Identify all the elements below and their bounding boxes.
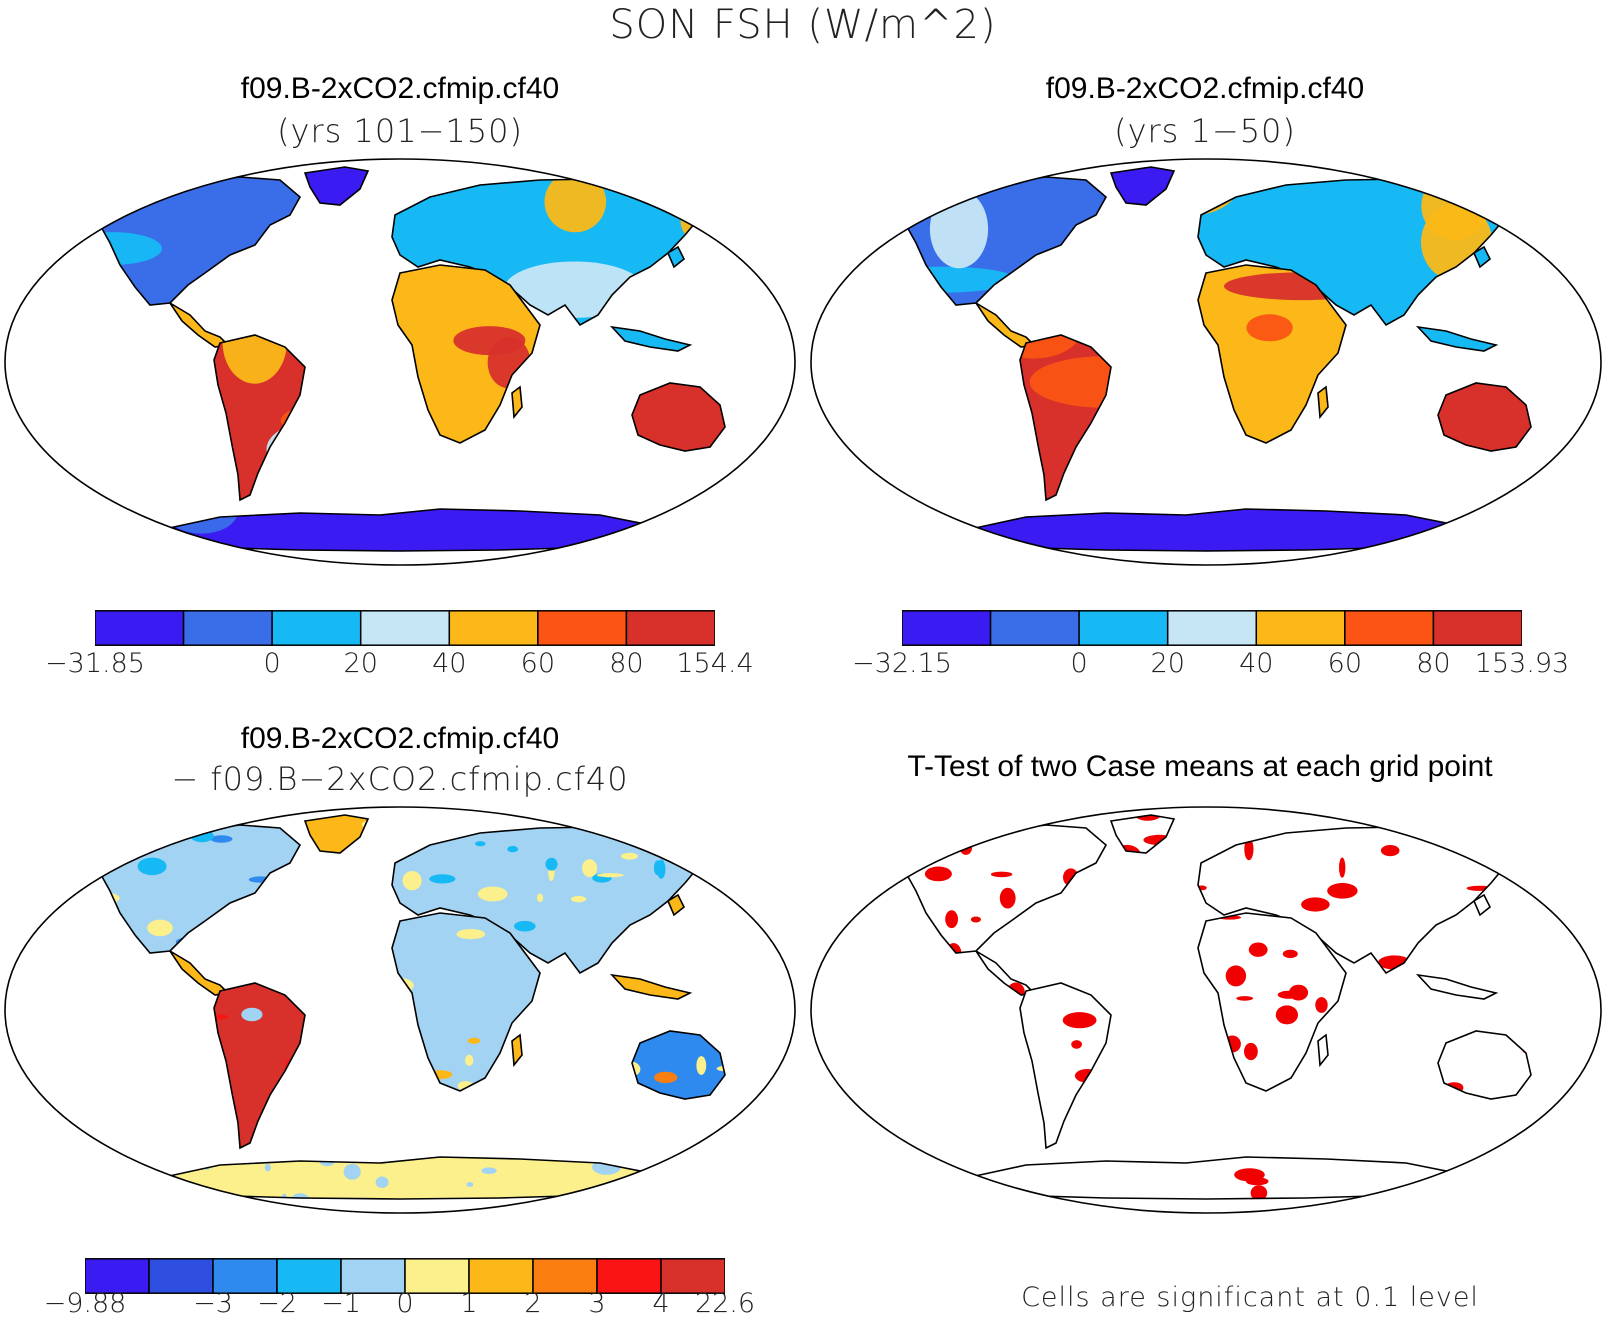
panel-subtitle-bottom-left: − f09.B−2xCO2.cfmip.cf40 <box>95 760 705 798</box>
panel-title-bottom-right: T-Test of two Case means at each grid po… <box>810 750 1590 784</box>
panel-subtitle-top-right: (yrs 1−50) <box>900 112 1510 150</box>
colorbar-tick-label: 153.93 <box>1462 648 1582 679</box>
map-panel-bottom-left <box>0 803 800 1218</box>
colorbar-tick-label: −31.85 <box>35 648 155 679</box>
colorbar-swatch <box>1168 611 1257 645</box>
map-panel-bottom-right <box>806 803 1606 1218</box>
panel-subtitle-top-left: (yrs 101−150) <box>95 112 705 150</box>
colorbar-top-left <box>95 610 715 646</box>
colorbar-swatch <box>272 611 361 645</box>
significance-footnote: Cells are significant at 0.1 level <box>900 1282 1600 1313</box>
colorbar-swatch <box>95 611 184 645</box>
colorbar-swatch <box>361 611 450 645</box>
colorbar-swatch <box>1345 611 1434 645</box>
colorbar-tick-label: −32.15 <box>842 648 962 679</box>
colorbar-swatch <box>538 611 627 645</box>
panel-title-top-right: f09.B-2xCO2.cfmip.cf40 <box>900 72 1510 106</box>
panel-title-top-left: f09.B-2xCO2.cfmip.cf40 <box>95 72 705 106</box>
map-panel-top-left <box>0 155 800 570</box>
colorbar-swatch <box>1433 611 1522 645</box>
colorbar-swatch <box>1256 611 1345 645</box>
colorbar-tick-label: 154.4 <box>655 648 775 679</box>
colorbar-swatch <box>449 611 538 645</box>
map-panel-top-right <box>806 155 1606 570</box>
colorbar-tick-label: −9.88 <box>25 1288 145 1319</box>
panel-title-bottom-left: f09.B-2xCO2.cfmip.cf40 <box>95 722 705 756</box>
colorbar-swatch <box>626 611 715 645</box>
main-title: SON FSH (W/m^2) <box>0 2 1606 48</box>
colorbar-swatch <box>1079 611 1168 645</box>
colorbar-top-right <box>902 610 1522 646</box>
colorbar-swatch <box>184 611 273 645</box>
colorbar-swatch <box>902 611 991 645</box>
colorbar-swatch <box>991 611 1080 645</box>
colorbar-tick-label: 22.6 <box>665 1288 785 1319</box>
